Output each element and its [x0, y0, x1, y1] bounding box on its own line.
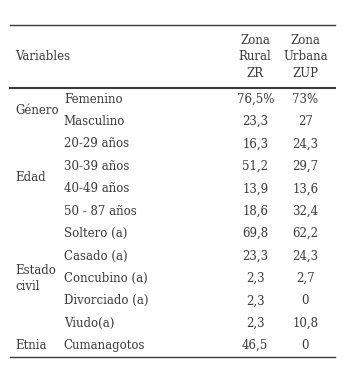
Text: 50 - 87 años: 50 - 87 años — [64, 205, 137, 218]
Text: 13,9: 13,9 — [242, 182, 268, 195]
Text: 30-39 años: 30-39 años — [64, 160, 129, 173]
Text: 73%: 73% — [293, 93, 318, 106]
Text: 2,7: 2,7 — [296, 272, 315, 285]
Text: Viudo(a): Viudo(a) — [64, 317, 114, 330]
Text: 40-49 años: 40-49 años — [64, 182, 129, 195]
Text: Zona
Urbana
ZUP: Zona Urbana ZUP — [283, 34, 328, 79]
Text: Concubino (a): Concubino (a) — [64, 272, 148, 285]
Text: 24,3: 24,3 — [293, 138, 318, 150]
Text: Divorciado (a): Divorciado (a) — [64, 294, 148, 307]
Text: 18,6: 18,6 — [242, 205, 268, 218]
Text: 27: 27 — [298, 115, 313, 128]
Text: 10,8: 10,8 — [293, 317, 318, 330]
Text: 20-29 años: 20-29 años — [64, 138, 129, 150]
Text: Estado
civil: Estado civil — [15, 264, 56, 293]
Text: 16,3: 16,3 — [242, 138, 268, 150]
Text: 29,7: 29,7 — [293, 160, 318, 173]
Text: Masculino: Masculino — [64, 115, 125, 128]
Text: 46,5: 46,5 — [242, 339, 268, 352]
Text: 69,8: 69,8 — [242, 227, 268, 240]
Text: Casado (a): Casado (a) — [64, 250, 128, 262]
Text: 23,3: 23,3 — [242, 115, 268, 128]
Text: Etnia: Etnia — [15, 339, 47, 352]
Text: 24,3: 24,3 — [293, 250, 318, 262]
Text: 62,2: 62,2 — [293, 227, 318, 240]
Text: 2,3: 2,3 — [246, 294, 265, 307]
Text: Femenino: Femenino — [64, 93, 122, 106]
Text: 51,2: 51,2 — [242, 160, 268, 173]
Text: 76,5%: 76,5% — [237, 93, 274, 106]
Text: 13,6: 13,6 — [293, 182, 318, 195]
Text: 23,3: 23,3 — [242, 250, 268, 262]
Text: Soltero (a): Soltero (a) — [64, 227, 127, 240]
Text: Cumanagotos: Cumanagotos — [64, 339, 145, 352]
Text: Género: Género — [15, 104, 59, 117]
Text: Zona
Rural
ZR: Zona Rural ZR — [239, 34, 272, 79]
Text: 2,3: 2,3 — [246, 272, 265, 285]
Text: 32,4: 32,4 — [293, 205, 318, 218]
Text: 0: 0 — [302, 294, 309, 307]
Text: Variables: Variables — [15, 50, 70, 63]
Text: 2,3: 2,3 — [246, 317, 265, 330]
Text: Edad: Edad — [15, 171, 46, 184]
Text: 0: 0 — [302, 339, 309, 352]
